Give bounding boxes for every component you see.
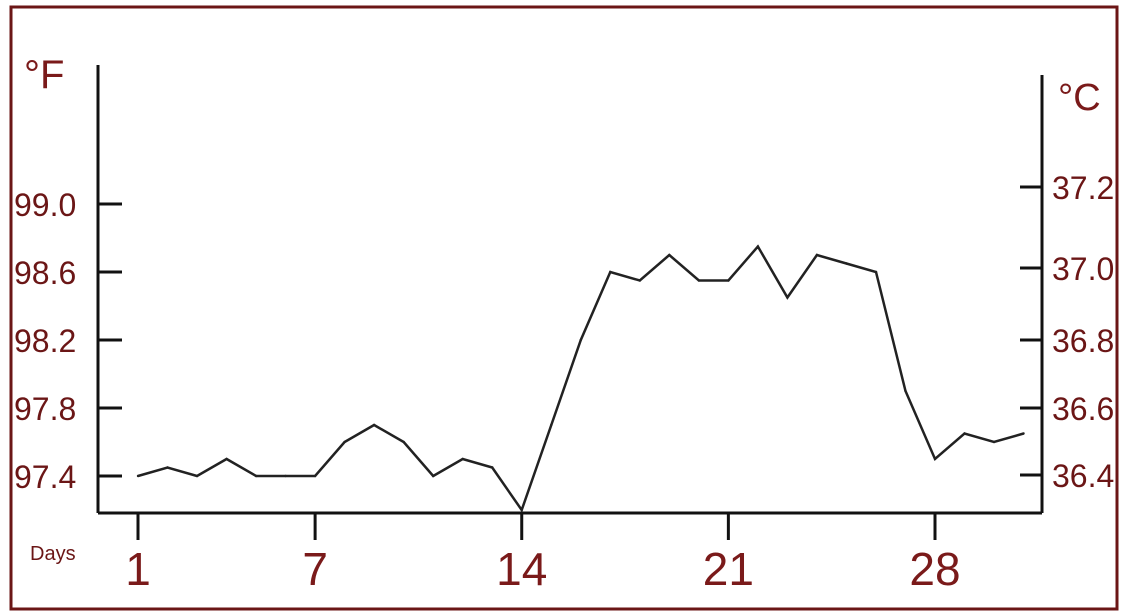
left-tick-label: 97.4 (14, 459, 76, 495)
data-point (402, 440, 405, 444)
right-tick-label: 37.2 (1052, 170, 1114, 206)
data-point (874, 270, 878, 274)
data-point (992, 440, 996, 444)
right-tick-label: 36.8 (1052, 323, 1114, 359)
right-tick-label: 37.0 (1052, 251, 1114, 287)
data-point (166, 466, 169, 469)
data-point (786, 296, 789, 299)
data-point (313, 474, 317, 478)
data-point (668, 253, 671, 257)
data-point (254, 474, 258, 478)
data-point (550, 423, 553, 427)
left-tick-label: 99.0 (14, 187, 76, 223)
data-point (195, 474, 199, 478)
data-point (756, 245, 760, 248)
left-unit-label: °F (24, 53, 64, 97)
data-point (461, 457, 464, 461)
data-point (904, 389, 907, 393)
left-tick-label: 98.6 (14, 255, 76, 291)
x-tick-label: 28 (909, 543, 960, 595)
x-ticks: 1 7 14 21 28 (125, 513, 961, 595)
data-point (845, 262, 848, 265)
data-point (520, 508, 523, 512)
left-tick-label: 98.2 (14, 323, 76, 359)
data-point (579, 338, 582, 342)
right-ticks: 37.2 37.0 36.8 36.6 36.4 (1020, 170, 1114, 494)
data-point (225, 457, 228, 461)
left-ticks: 99.0 98.6 98.2 97.8 97.4 (14, 187, 122, 495)
data-point (431, 474, 435, 478)
right-tick-label: 36.4 (1052, 458, 1114, 494)
x-tick-label: 7 (302, 543, 328, 595)
right-tick-label: 36.6 (1052, 391, 1114, 427)
x-tick-label: 1 (125, 543, 151, 595)
x-tick-label: 21 (703, 543, 754, 595)
right-unit-label: °C (1058, 77, 1101, 119)
data-points (136, 245, 1025, 512)
data-point (343, 440, 346, 444)
data-point (727, 279, 730, 282)
x-axis-label: Days (30, 543, 76, 565)
data-point (697, 279, 701, 282)
data-point (963, 432, 966, 435)
left-tick-label: 97.8 (14, 391, 76, 427)
chart-frame (9, 5, 1119, 611)
data-point (815, 253, 819, 257)
data-point (1022, 432, 1025, 435)
x-tick-label: 14 (496, 543, 547, 595)
data-point (933, 457, 937, 461)
data-point (638, 279, 642, 282)
data-point (372, 423, 376, 427)
data-point (136, 474, 140, 478)
data-point (491, 466, 494, 469)
data-point (284, 474, 287, 478)
data-point (609, 270, 612, 274)
